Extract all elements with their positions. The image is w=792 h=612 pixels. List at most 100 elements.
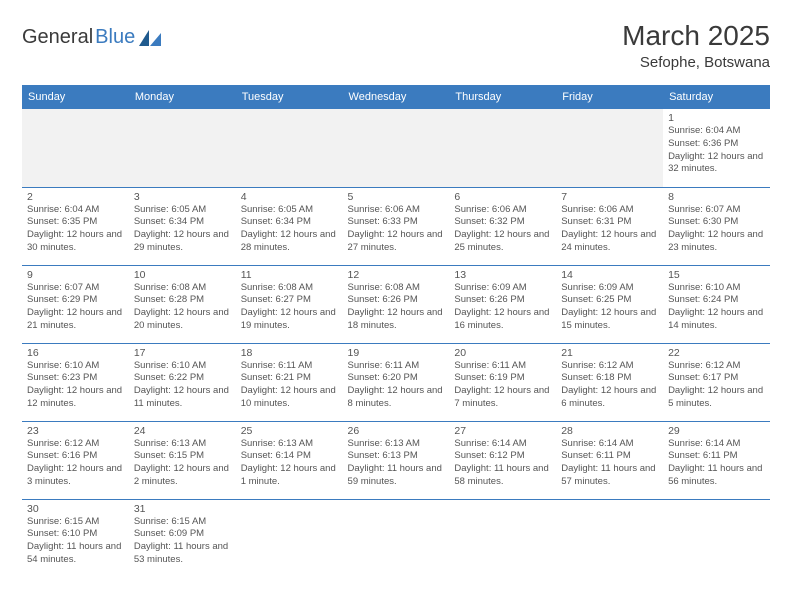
calendar-row: 9 Sunrise: 6:07 AM Sunset: 6:29 PM Dayli… bbox=[22, 265, 770, 343]
calendar-cell: 9 Sunrise: 6:07 AM Sunset: 6:29 PM Dayli… bbox=[22, 265, 129, 343]
sunrise-text: Sunrise: 6:05 AM bbox=[134, 204, 231, 217]
day-number: 10 bbox=[134, 269, 231, 281]
sunrise-text: Sunrise: 6:13 AM bbox=[134, 438, 231, 451]
calendar-row: 30 Sunrise: 6:15 AM Sunset: 6:10 PM Dayl… bbox=[22, 499, 770, 577]
calendar-cell: 29 Sunrise: 6:14 AM Sunset: 6:11 PM Dayl… bbox=[663, 421, 770, 499]
calendar-cell: 31 Sunrise: 6:15 AM Sunset: 6:09 PM Dayl… bbox=[129, 499, 236, 577]
daylight-text: Daylight: 12 hours and 32 minutes. bbox=[668, 151, 765, 177]
sunset-text: Sunset: 6:29 PM bbox=[27, 294, 124, 307]
sunrise-text: Sunrise: 6:10 AM bbox=[134, 360, 231, 373]
sunset-text: Sunset: 6:15 PM bbox=[134, 450, 231, 463]
day-number: 13 bbox=[454, 269, 551, 281]
daylight-text: Daylight: 12 hours and 6 minutes. bbox=[561, 385, 658, 411]
daylight-text: Daylight: 12 hours and 30 minutes. bbox=[27, 229, 124, 255]
daylight-text: Daylight: 12 hours and 21 minutes. bbox=[27, 307, 124, 333]
sunset-text: Sunset: 6:16 PM bbox=[27, 450, 124, 463]
sunset-text: Sunset: 6:09 PM bbox=[134, 528, 231, 541]
sunrise-text: Sunrise: 6:15 AM bbox=[27, 516, 124, 529]
calendar-cell: 22 Sunrise: 6:12 AM Sunset: 6:17 PM Dayl… bbox=[663, 343, 770, 421]
sunset-text: Sunset: 6:33 PM bbox=[348, 216, 445, 229]
sunset-text: Sunset: 6:26 PM bbox=[454, 294, 551, 307]
logo-text-part2: Blue bbox=[95, 26, 135, 49]
day-number: 7 bbox=[561, 191, 658, 203]
sunset-text: Sunset: 6:32 PM bbox=[454, 216, 551, 229]
sunset-text: Sunset: 6:28 PM bbox=[134, 294, 231, 307]
daylight-text: Daylight: 12 hours and 8 minutes. bbox=[348, 385, 445, 411]
calendar-row: 16 Sunrise: 6:10 AM Sunset: 6:23 PM Dayl… bbox=[22, 343, 770, 421]
sunrise-text: Sunrise: 6:15 AM bbox=[134, 516, 231, 529]
sunset-text: Sunset: 6:12 PM bbox=[454, 450, 551, 463]
sunset-text: Sunset: 6:11 PM bbox=[561, 450, 658, 463]
calendar-cell: 6 Sunrise: 6:06 AM Sunset: 6:32 PM Dayli… bbox=[449, 187, 556, 265]
sunset-text: Sunset: 6:13 PM bbox=[348, 450, 445, 463]
logo: GeneralBlue bbox=[22, 20, 161, 49]
day-number: 27 bbox=[454, 425, 551, 437]
calendar-row: 2 Sunrise: 6:04 AM Sunset: 6:35 PM Dayli… bbox=[22, 187, 770, 265]
day-number: 18 bbox=[241, 347, 338, 359]
calendar-cell-blank bbox=[449, 109, 556, 187]
sunrise-text: Sunrise: 6:14 AM bbox=[668, 438, 765, 451]
daylight-text: Daylight: 12 hours and 3 minutes. bbox=[27, 463, 124, 489]
calendar-cell: 24 Sunrise: 6:13 AM Sunset: 6:15 PM Dayl… bbox=[129, 421, 236, 499]
daylight-text: Daylight: 12 hours and 12 minutes. bbox=[27, 385, 124, 411]
day-number: 28 bbox=[561, 425, 658, 437]
location: Sefophe, Botswana bbox=[622, 54, 770, 71]
sunset-text: Sunset: 6:14 PM bbox=[241, 450, 338, 463]
calendar-cell: 26 Sunrise: 6:13 AM Sunset: 6:13 PM Dayl… bbox=[343, 421, 450, 499]
sunrise-text: Sunrise: 6:08 AM bbox=[348, 282, 445, 295]
calendar-cell: 11 Sunrise: 6:08 AM Sunset: 6:27 PM Dayl… bbox=[236, 265, 343, 343]
sunset-text: Sunset: 6:27 PM bbox=[241, 294, 338, 307]
calendar-cell-blank bbox=[343, 499, 450, 577]
sunset-text: Sunset: 6:20 PM bbox=[348, 372, 445, 385]
daylight-text: Daylight: 12 hours and 24 minutes. bbox=[561, 229, 658, 255]
sunset-text: Sunset: 6:35 PM bbox=[27, 216, 124, 229]
daylight-text: Daylight: 12 hours and 7 minutes. bbox=[454, 385, 551, 411]
calendar-cell: 8 Sunrise: 6:07 AM Sunset: 6:30 PM Dayli… bbox=[663, 187, 770, 265]
col-sunday: Sunday bbox=[22, 85, 129, 109]
sunrise-text: Sunrise: 6:11 AM bbox=[348, 360, 445, 373]
daylight-text: Daylight: 12 hours and 19 minutes. bbox=[241, 307, 338, 333]
day-number: 19 bbox=[348, 347, 445, 359]
daylight-text: Daylight: 12 hours and 20 minutes. bbox=[134, 307, 231, 333]
calendar-cell: 30 Sunrise: 6:15 AM Sunset: 6:10 PM Dayl… bbox=[22, 499, 129, 577]
calendar-cell: 16 Sunrise: 6:10 AM Sunset: 6:23 PM Dayl… bbox=[22, 343, 129, 421]
sunrise-text: Sunrise: 6:09 AM bbox=[561, 282, 658, 295]
day-number: 21 bbox=[561, 347, 658, 359]
day-number: 2 bbox=[27, 191, 124, 203]
day-number: 1 bbox=[668, 112, 765, 124]
daylight-text: Daylight: 12 hours and 29 minutes. bbox=[134, 229, 231, 255]
logo-sail-icon bbox=[139, 30, 161, 46]
sunset-text: Sunset: 6:11 PM bbox=[668, 450, 765, 463]
calendar-cell-blank bbox=[449, 499, 556, 577]
calendar-row: 1 Sunrise: 6:04 AM Sunset: 6:36 PM Dayli… bbox=[22, 109, 770, 187]
col-thursday: Thursday bbox=[449, 85, 556, 109]
daylight-text: Daylight: 12 hours and 1 minute. bbox=[241, 463, 338, 489]
sunrise-text: Sunrise: 6:14 AM bbox=[561, 438, 658, 451]
calendar-cell: 13 Sunrise: 6:09 AM Sunset: 6:26 PM Dayl… bbox=[449, 265, 556, 343]
calendar-cell-blank bbox=[556, 499, 663, 577]
sunset-text: Sunset: 6:24 PM bbox=[668, 294, 765, 307]
day-number: 20 bbox=[454, 347, 551, 359]
sunrise-text: Sunrise: 6:13 AM bbox=[348, 438, 445, 451]
sunset-text: Sunset: 6:17 PM bbox=[668, 372, 765, 385]
sunrise-text: Sunrise: 6:04 AM bbox=[668, 125, 765, 138]
day-number: 25 bbox=[241, 425, 338, 437]
day-number: 30 bbox=[27, 503, 124, 515]
day-number: 16 bbox=[27, 347, 124, 359]
calendar-cell: 19 Sunrise: 6:11 AM Sunset: 6:20 PM Dayl… bbox=[343, 343, 450, 421]
sunrise-text: Sunrise: 6:14 AM bbox=[454, 438, 551, 451]
sunrise-text: Sunrise: 6:11 AM bbox=[454, 360, 551, 373]
sunrise-text: Sunrise: 6:05 AM bbox=[241, 204, 338, 217]
daylight-text: Daylight: 12 hours and 16 minutes. bbox=[454, 307, 551, 333]
header: GeneralBlue March 2025 Sefophe, Botswana bbox=[22, 20, 770, 71]
sunrise-text: Sunrise: 6:08 AM bbox=[134, 282, 231, 295]
day-number: 4 bbox=[241, 191, 338, 203]
calendar-cell: 10 Sunrise: 6:08 AM Sunset: 6:28 PM Dayl… bbox=[129, 265, 236, 343]
sunset-text: Sunset: 6:22 PM bbox=[134, 372, 231, 385]
calendar-cell: 15 Sunrise: 6:10 AM Sunset: 6:24 PM Dayl… bbox=[663, 265, 770, 343]
sunset-text: Sunset: 6:21 PM bbox=[241, 372, 338, 385]
sunset-text: Sunset: 6:23 PM bbox=[27, 372, 124, 385]
calendar-cell: 28 Sunrise: 6:14 AM Sunset: 6:11 PM Dayl… bbox=[556, 421, 663, 499]
day-number: 29 bbox=[668, 425, 765, 437]
daylight-text: Daylight: 12 hours and 14 minutes. bbox=[668, 307, 765, 333]
